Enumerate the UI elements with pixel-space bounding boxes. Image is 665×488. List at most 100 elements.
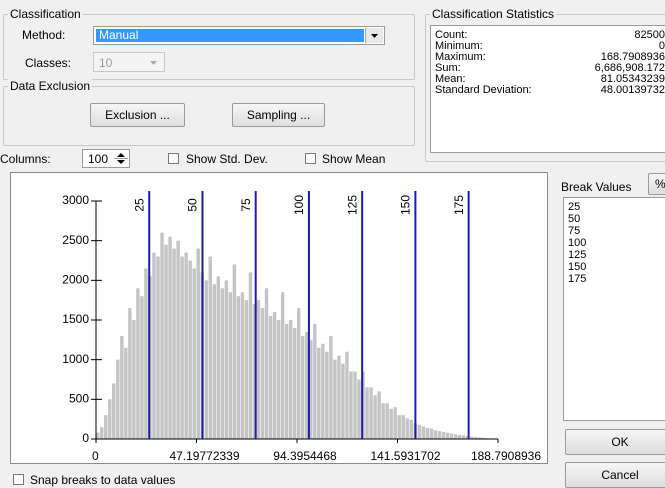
classification-group: Classification	[3, 14, 415, 80]
bar	[96, 433, 99, 439]
snap-checkbox[interactable]	[13, 474, 24, 485]
break-label: 175	[452, 195, 466, 215]
stat-label: Standard Deviation:	[435, 84, 532, 96]
x-tick-label: 47.19772339	[169, 449, 239, 463]
y-tick-label: 2000	[62, 273, 89, 287]
bar	[281, 292, 284, 439]
break-label: 50	[186, 198, 200, 212]
bar	[176, 241, 179, 439]
columns-spinner[interactable]: 100	[82, 149, 130, 168]
bar	[132, 320, 135, 439]
bar	[144, 268, 147, 439]
exclusion-button[interactable]: Exclusion ...	[90, 103, 185, 127]
bar	[317, 348, 320, 439]
bar	[313, 324, 316, 439]
bar	[438, 431, 441, 439]
ok-button[interactable]: OK	[565, 429, 665, 455]
bar	[188, 261, 191, 440]
dropdown-arrow	[365, 28, 383, 43]
columns-label: Columns:	[0, 152, 51, 166]
stat-value: 48.00139732	[601, 84, 665, 96]
bar	[249, 272, 252, 439]
x-tick-label: 141.5931702	[370, 449, 440, 463]
bar	[293, 328, 296, 439]
bar	[393, 407, 396, 439]
bar	[225, 280, 228, 439]
sampling-button[interactable]: Sampling ...	[232, 103, 325, 127]
bar	[124, 348, 127, 439]
bar	[418, 425, 421, 439]
bar	[184, 253, 187, 439]
bar	[213, 284, 216, 439]
break-value-item: 25	[568, 201, 580, 213]
bar	[353, 372, 356, 439]
break-label: 125	[345, 195, 359, 215]
bar	[341, 364, 344, 439]
mean-checkbox[interactable]	[305, 153, 316, 164]
y-tick-label: 500	[69, 392, 89, 406]
break-values-title: Break Values	[561, 180, 631, 194]
classes-label: Classes:	[25, 56, 71, 70]
bar	[442, 432, 445, 439]
y-tick-label: 1500	[62, 312, 89, 326]
bar	[297, 308, 300, 439]
bar	[120, 336, 123, 439]
arrow-icon	[146, 55, 162, 70]
bar	[265, 288, 268, 439]
bar	[325, 352, 328, 439]
bar	[345, 352, 348, 439]
bar	[426, 428, 429, 439]
y-tick-label: 0	[82, 431, 89, 445]
bar	[321, 344, 324, 439]
bar	[285, 324, 288, 439]
bar	[217, 276, 220, 439]
bar	[269, 316, 272, 439]
y-tick-label: 1000	[62, 352, 89, 366]
x-tick-label: 94.3954468	[273, 449, 337, 463]
bar	[192, 268, 195, 439]
bar	[277, 320, 280, 439]
bar	[128, 308, 131, 439]
bar	[402, 415, 405, 439]
arrow-icon	[366, 28, 383, 43]
bar	[349, 372, 352, 439]
bar	[237, 296, 240, 439]
bar	[422, 426, 425, 439]
bar	[261, 308, 264, 439]
bar	[257, 300, 260, 439]
bar	[180, 257, 183, 439]
break-value-item: 100	[568, 237, 586, 249]
bar	[377, 391, 380, 439]
classes-dropdown[interactable]: 10	[93, 52, 165, 72]
break-label: 100	[292, 195, 306, 215]
bar	[329, 336, 332, 439]
method-dropdown[interactable]: Manual	[93, 26, 385, 45]
bar	[397, 415, 400, 439]
bar	[301, 336, 304, 439]
bar	[337, 356, 340, 439]
bar	[381, 403, 384, 439]
y-tick-label: 2500	[62, 233, 89, 247]
bar	[357, 380, 360, 440]
bar	[136, 288, 139, 439]
bar	[140, 296, 143, 439]
percent-button[interactable]: %	[648, 173, 665, 195]
break-value-item: 75	[568, 225, 580, 237]
snap-label: Snap breaks to data values	[30, 473, 175, 487]
bar	[229, 292, 232, 439]
break-value-item: 175	[568, 273, 586, 285]
cancel-button[interactable]: Cancel	[565, 462, 665, 488]
bar	[168, 237, 171, 439]
break-label: 150	[399, 195, 413, 215]
bar	[389, 409, 392, 439]
bar	[164, 245, 167, 439]
bar	[233, 264, 236, 439]
y-tick-label: 3000	[62, 193, 89, 207]
std-dev-checkbox[interactable]	[168, 153, 179, 164]
bar	[462, 435, 465, 439]
method-label: Method:	[22, 28, 65, 42]
group-title: Classification Statistics	[430, 7, 556, 21]
